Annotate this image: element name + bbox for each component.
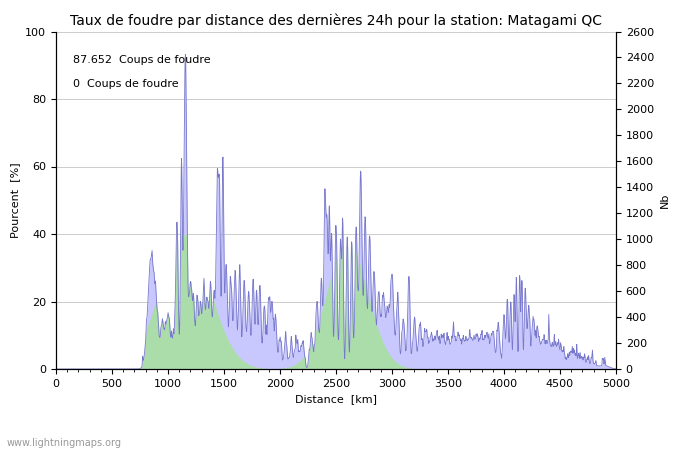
Text: 87.652  Coups de foudre: 87.652 Coups de foudre <box>73 55 211 65</box>
X-axis label: Distance  [km]: Distance [km] <box>295 394 377 404</box>
Y-axis label: Nb: Nb <box>659 193 669 208</box>
Legend: Taux de foudre Matagami QC, Total foudre: Taux de foudre Matagami QC, Total foudre <box>156 449 460 450</box>
Text: www.lightningmaps.org: www.lightningmaps.org <box>7 438 122 448</box>
Text: 0  Coups de foudre: 0 Coups de foudre <box>73 79 178 89</box>
Title: Taux de foudre par distance des dernières 24h pour la station: Matagami QC: Taux de foudre par distance des dernière… <box>70 13 602 27</box>
Y-axis label: Pourcent  [%]: Pourcent [%] <box>10 162 20 238</box>
